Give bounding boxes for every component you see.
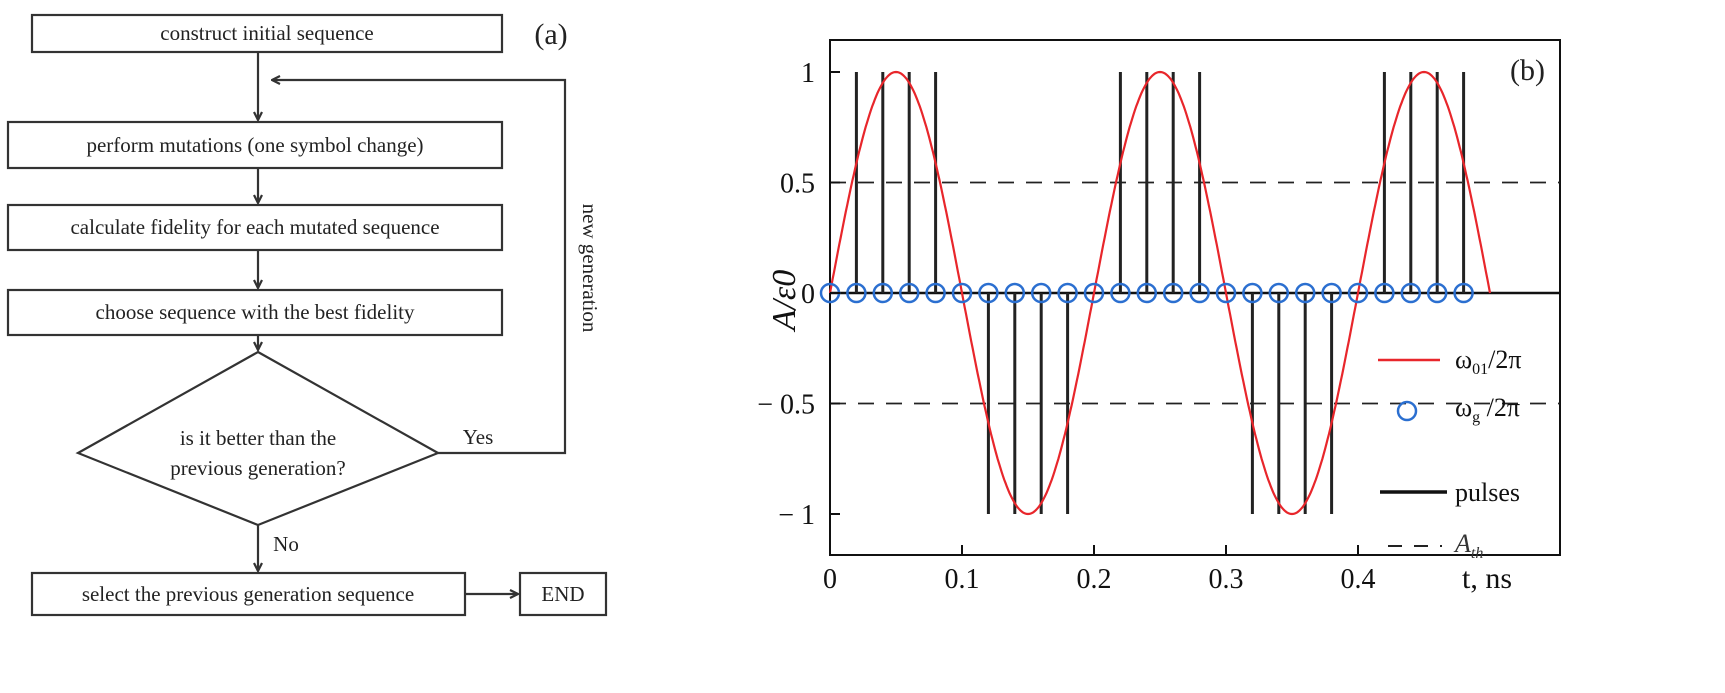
omegag-marker	[978, 282, 999, 304]
y-tick-label: 0.5	[780, 169, 815, 200]
omegag-marker	[1215, 282, 1237, 304]
x-axis-label: t, ns	[1462, 562, 1512, 595]
omegag-marker	[1426, 282, 1448, 304]
x-tick-label: 0.1	[945, 564, 980, 595]
omegag-marker	[1374, 282, 1395, 304]
omegag-marker	[1162, 282, 1184, 304]
flowchart	[6, 13, 608, 617]
step-box-mutate	[6, 120, 504, 170]
omegag-marker	[898, 282, 920, 304]
end-text: END	[541, 582, 584, 606]
legend: ω01/2π ωg /2π pulses Ath	[1378, 345, 1521, 562]
omegag-marker	[951, 282, 973, 304]
legend-label-pulses: pulses	[1455, 478, 1520, 507]
omegag-marker	[1321, 282, 1342, 304]
no-label: No	[273, 532, 299, 556]
omegag-marker	[1400, 282, 1422, 304]
x-tick-label: 0	[823, 564, 837, 595]
omegag-marker	[1453, 282, 1474, 304]
omegag-marker	[925, 282, 946, 304]
step-box-construct	[30, 13, 504, 54]
omegag-marker	[1268, 282, 1290, 304]
y-tick-label: − 0.5	[757, 390, 815, 421]
step-box-fidelity	[6, 203, 504, 252]
end-box	[518, 571, 608, 617]
legend-label-omegag: ωg /2π	[1455, 393, 1520, 426]
decision-text: is it better than the	[180, 426, 336, 450]
x-tick-label: 0.4	[1341, 564, 1376, 595]
omegag-marker	[1136, 282, 1158, 304]
chart: (b) 0 0.1 0.2 0.3 0.4 − 1 − 0.5 0 0.5 1 A/ε0 t, n…	[757, 39, 1561, 595]
omega01-curve	[828, 70, 1492, 516]
loop-arrow	[272, 80, 567, 455]
omegag-marker	[1242, 282, 1263, 304]
omegag-marker	[1030, 282, 1052, 304]
omegag-marker	[846, 282, 867, 304]
plot-frame	[829, 39, 1561, 556]
step-text: select the previous generation sequence	[82, 582, 414, 606]
omegag-marker	[872, 282, 894, 304]
omegag-marker	[1057, 282, 1078, 304]
legend-label-threshold: Ath	[1453, 529, 1483, 562]
x-tick-label: 0.3	[1209, 564, 1244, 595]
y-tick-label: 0	[801, 279, 815, 310]
step-text: calculate fidelity for each mutated sequ…	[70, 215, 439, 239]
legend-label-omega01: ω01/2π	[1455, 345, 1521, 378]
x-tick-label: 0.2	[1077, 564, 1112, 595]
yes-label: Yes	[463, 425, 494, 449]
y-tick-label: − 1	[778, 500, 815, 531]
omegag-marker	[1004, 282, 1026, 304]
omegag-marker	[1083, 282, 1105, 304]
omegag-marker	[1294, 282, 1316, 304]
loop-label: new generation	[578, 204, 602, 333]
panel-label-b: (b)	[1510, 54, 1545, 87]
omegag-marker	[1189, 282, 1210, 304]
step-box-choose	[6, 288, 504, 337]
omegag-marker	[1110, 282, 1131, 304]
step-text: construct initial sequence	[160, 21, 373, 45]
step-text: perform mutations (one symbol change)	[86, 133, 423, 157]
y-axis-label: A/ε0	[766, 270, 803, 333]
decision-text: previous generation?	[170, 456, 346, 480]
legend-swatch-omegag	[1396, 400, 1418, 422]
step-text: choose sequence with the best fidelity	[96, 300, 415, 324]
omegag-marker	[1347, 282, 1369, 304]
y-tick-label: 1	[801, 58, 815, 89]
panel-label-a: (a)	[534, 18, 567, 51]
